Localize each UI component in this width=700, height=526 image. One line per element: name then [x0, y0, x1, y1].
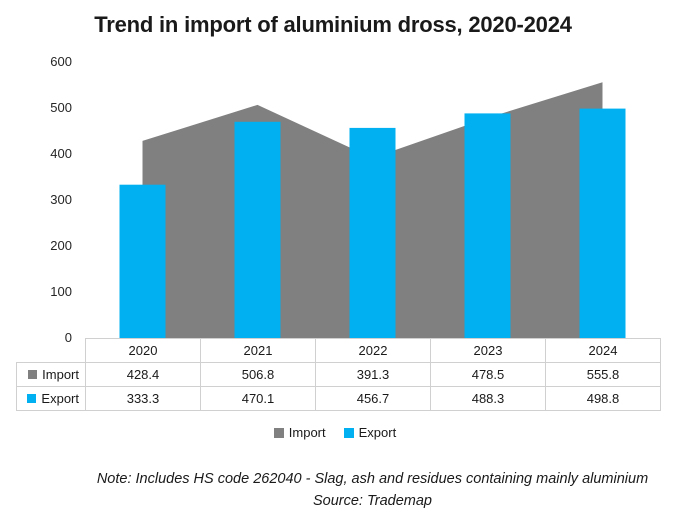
legend: Import Export: [0, 425, 670, 440]
y-axis-tick-label: 500: [50, 100, 72, 115]
table-header-cell: 2020: [85, 338, 201, 363]
table-header-cell: 2023: [430, 338, 546, 363]
y-axis-tick-label: 600: [50, 54, 72, 69]
export-bar: [579, 108, 626, 338]
note-text: Note: Includes HS code 262040 - Slag, as…: [96, 471, 649, 487]
y-axis-tick-label: 300: [50, 192, 72, 207]
y-axis-tick-label: 200: [50, 238, 72, 253]
table-cell: 498.8: [545, 386, 661, 411]
table-cell: 428.4: [85, 362, 201, 387]
export-bar: [349, 127, 396, 338]
export-swatch-icon: [343, 427, 354, 438]
y-axis-tick-label: 400: [50, 146, 72, 161]
legend-label: Export: [358, 425, 397, 440]
y-axis-tick-label: 0: [64, 330, 72, 345]
table-header-row: 2020 2021 2022 2023 2024: [17, 338, 661, 363]
row-label-import: Import: [16, 362, 86, 387]
plot-area: [119, 82, 626, 338]
table-cell: 555.8: [545, 362, 661, 387]
row-label-text: Export: [41, 391, 79, 406]
export-bar: [464, 113, 511, 338]
import-swatch-icon: [273, 427, 284, 438]
table-header-cell: 2022: [315, 338, 431, 363]
table-row-export: Export 333.3 470.1 456.7 488.3 498.8: [16, 386, 661, 411]
table-cell: 391.3: [315, 362, 431, 387]
table-corner-cell: [17, 339, 86, 363]
legend-item-import: Import: [273, 425, 326, 440]
import-swatch-icon: [28, 370, 38, 379]
table-cell: 456.7: [315, 386, 431, 411]
data-table: 2020 2021 2022 2023 2024 Import 428.4 50…: [16, 338, 661, 411]
export-bar: [119, 184, 166, 338]
export-bar: [234, 121, 281, 338]
export-swatch-icon: [27, 394, 37, 403]
source-text: Source: Trademap: [312, 493, 432, 509]
table-row-import: Import 428.4 506.8 391.3 478.5 555.8: [16, 362, 661, 387]
table-cell: 488.3: [430, 386, 546, 411]
table-header-cell: 2021: [200, 338, 316, 363]
row-label-text: Import: [42, 367, 79, 382]
table-header-cell: 2024: [545, 338, 661, 363]
legend-label: Import: [288, 425, 326, 440]
y-axis-tick-label: 100: [50, 284, 72, 299]
row-label-export: Export: [16, 386, 86, 411]
legend-item-export: Export: [343, 425, 397, 440]
footnote: Note: Includes HS code 262040 - Slag, as…: [45, 468, 700, 512]
table-cell: 333.3: [85, 386, 201, 411]
table-cell: 478.5: [430, 362, 546, 387]
table-cell: 470.1: [200, 386, 316, 411]
table-cell: 506.8: [200, 362, 316, 387]
chart-title: Trend in import of aluminium dross, 2020…: [94, 12, 572, 37]
